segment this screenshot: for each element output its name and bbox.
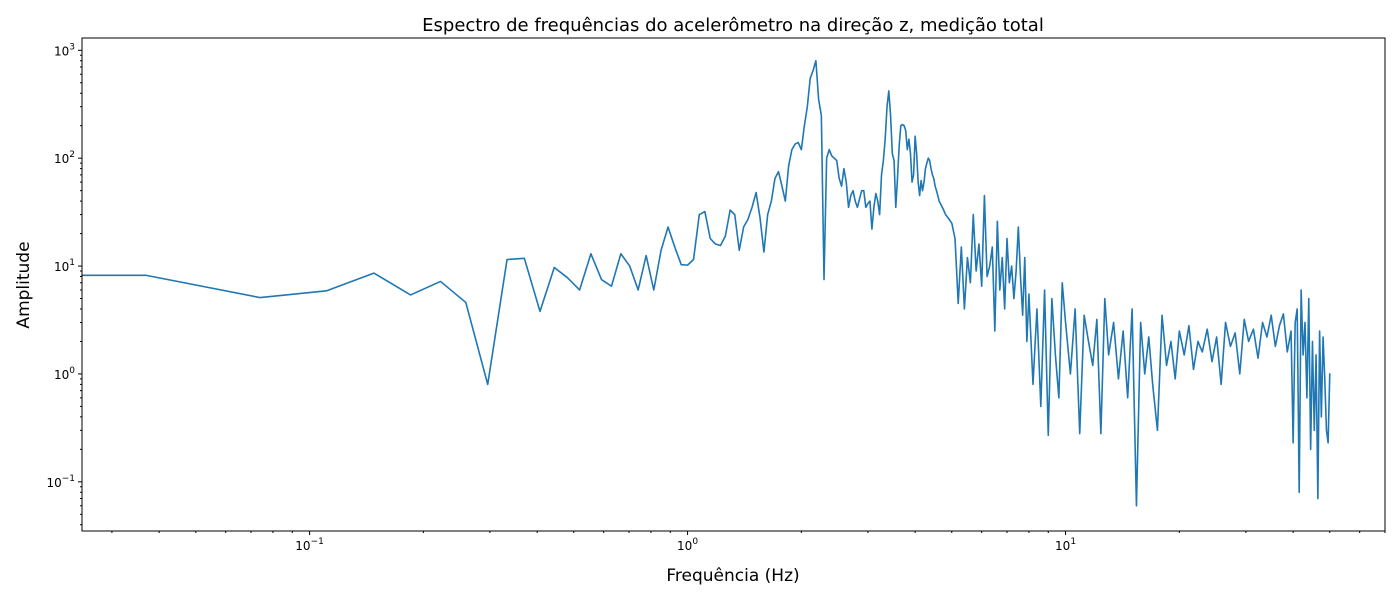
y-tick-exp: 2 <box>69 150 75 160</box>
y-tick-label: 100 <box>54 366 75 382</box>
x-tick-base: 10 <box>677 539 692 553</box>
x-axis: 10−1 100 101 <box>111 531 1386 553</box>
y-tick-exp: 1 <box>69 258 75 268</box>
y-tick-base: 10 <box>54 368 69 382</box>
y-tick-label: 10−1 <box>46 474 75 490</box>
chart-title: Espectro de frequências do acelerômetro … <box>422 15 1044 36</box>
x-tick-label: 100 <box>677 537 698 553</box>
y-tick-base: 10 <box>54 152 69 166</box>
x-tick-exp: 0 <box>692 537 698 547</box>
y-tick-exp: 3 <box>69 42 75 52</box>
y-tick-base: 10 <box>54 44 69 58</box>
y-tick-label: 102 <box>54 150 75 166</box>
x-tick-label: 101 <box>1055 537 1076 553</box>
x-tick-base: 10 <box>1055 539 1070 553</box>
x-tick-label: 10−1 <box>295 537 324 553</box>
y-tick-base: 10 <box>54 260 69 274</box>
y-tick-exp: 0 <box>69 366 75 376</box>
x-tick-exp: −1 <box>311 537 324 547</box>
y-axis-label: Amplitude <box>14 241 34 328</box>
y-tick-label: 103 <box>54 42 75 58</box>
y-tick-exp: −1 <box>62 474 75 484</box>
x-tick-base: 10 <box>295 539 310 553</box>
plot-area <box>81 37 1386 532</box>
series-layer <box>81 59 1331 507</box>
series-line-0 <box>81 59 1331 507</box>
y-tick-label: 101 <box>54 258 75 274</box>
plot-frame <box>81 37 1386 532</box>
y-tick-base: 10 <box>46 476 61 490</box>
x-tick-exp: 1 <box>1070 537 1076 547</box>
x-axis-label: Frequência (Hz) <box>666 566 799 586</box>
